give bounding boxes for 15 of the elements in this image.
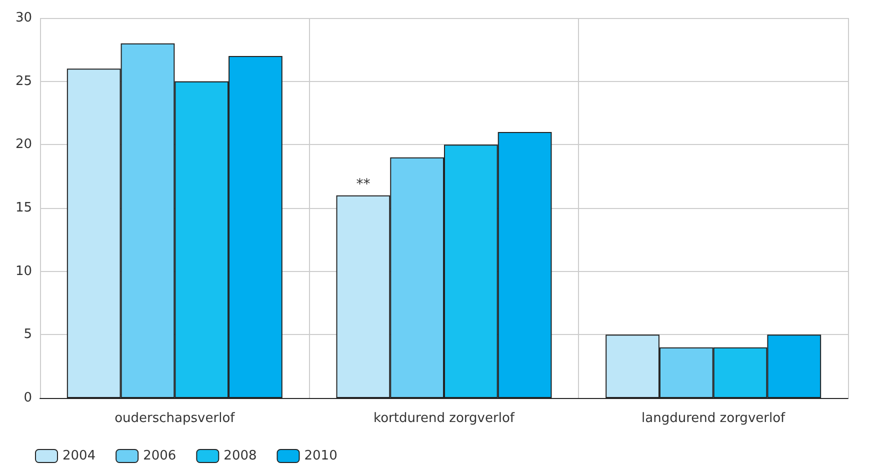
- annotation: **: [356, 176, 370, 192]
- legend-label: 2006: [143, 448, 176, 464]
- y-tick-label: 20: [15, 137, 32, 152]
- legend-label: 2004: [62, 448, 96, 464]
- legend-label: 2010: [304, 448, 338, 464]
- y-tick-label: 5: [24, 327, 32, 342]
- legend-label: 2008: [224, 448, 257, 464]
- x-tick-label: langdurend zorgverlof: [642, 411, 786, 426]
- y-tick-label: 30: [15, 10, 32, 26]
- x-tick-label: kortdurend zorgverlof: [374, 411, 515, 426]
- y-tick-label: 10: [15, 264, 32, 279]
- x-tick-label: ouderschapsverlof: [114, 411, 236, 426]
- y-tick-label: 25: [15, 74, 32, 89]
- y-tick-label: 15: [15, 200, 32, 216]
- y-tick-label: 0: [24, 390, 32, 406]
